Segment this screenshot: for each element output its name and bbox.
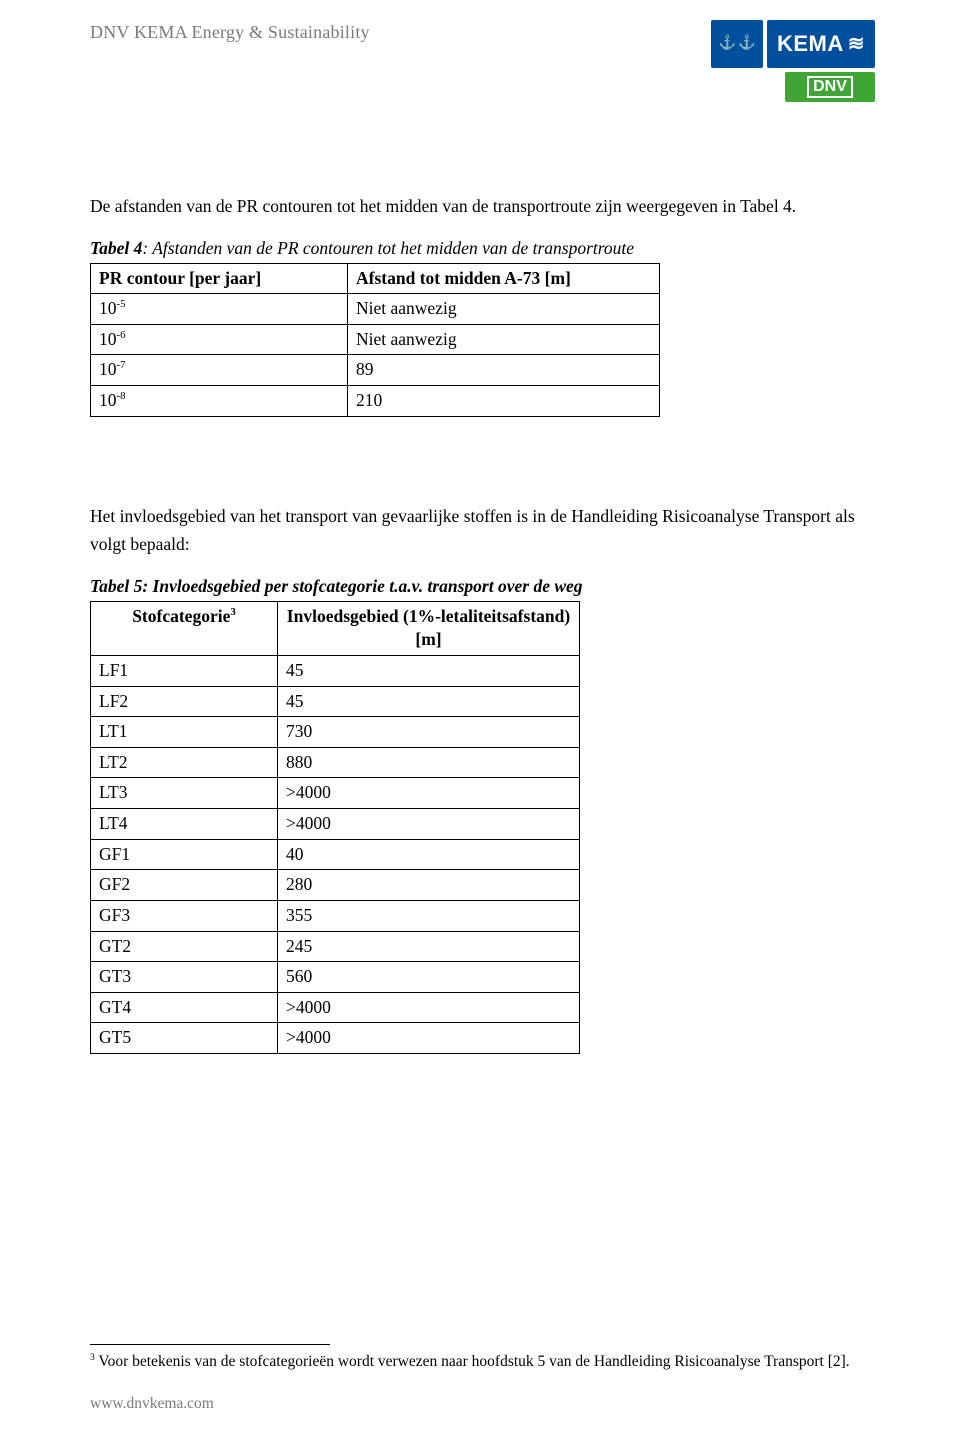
table-row: LT4>4000	[91, 809, 580, 840]
header-logos: ⚓⚓ KEMA≋ DNV	[711, 20, 875, 102]
footnote: 3 Voor betekenis van de stofcategorieën …	[90, 1351, 875, 1373]
kema-logo: ⚓⚓ KEMA≋	[711, 20, 875, 68]
kema-anchor-icon: ⚓⚓	[711, 20, 763, 68]
table5-caption: Tabel 5: Invloedsgebied per stofcategori…	[90, 576, 875, 597]
intro-paragraph: De afstanden van de PR contouren tot het…	[90, 192, 875, 220]
table-row: GT3560	[91, 962, 580, 993]
footnote-rule	[90, 1344, 330, 1345]
kema-wave-icon: ≋	[848, 20, 865, 68]
table-row: GT4>4000	[91, 992, 580, 1023]
mid-paragraph: Het invloedsgebied van het transport van…	[90, 502, 875, 558]
table4-col1-header: PR contour [per jaar]	[91, 263, 348, 294]
table-row: 10-8210	[91, 386, 660, 417]
table4-col2-header: Afstand tot midden A-73 [m]	[348, 263, 660, 294]
table-row: LF145	[91, 655, 580, 686]
table-row: GF2280	[91, 870, 580, 901]
header-org-name: DNV KEMA Energy & Sustainability	[90, 20, 370, 43]
footer-url: www.dnvkema.com	[90, 1395, 214, 1413]
table-row: 10-6Niet aanwezig	[91, 324, 660, 355]
page: DNV KEMA Energy & Sustainability ⚓⚓ KEMA…	[0, 0, 960, 1433]
kema-text: KEMA≋	[767, 20, 875, 68]
table-row: LT2880	[91, 747, 580, 778]
table4-caption: Tabel 4: Afstanden van de PR contouren t…	[90, 238, 875, 259]
table-row: GT5>4000	[91, 1023, 580, 1054]
table-row: 10-5Niet aanwezig	[91, 294, 660, 325]
table-row: LF245	[91, 686, 580, 717]
dnv-logo: DNV	[785, 72, 875, 102]
table5-col2-header: Invloedsgebied (1%-letaliteitsafstand) […	[278, 601, 580, 655]
table-row: GF140	[91, 839, 580, 870]
table5-col1-header: Stofcategorie3	[91, 601, 278, 655]
table5: Stofcategorie3 Invloedsgebied (1%-letali…	[90, 601, 580, 1054]
table-row: GT2245	[91, 931, 580, 962]
header: DNV KEMA Energy & Sustainability ⚓⚓ KEMA…	[90, 20, 875, 102]
table-row: 10-789	[91, 355, 660, 386]
table-row: LT1730	[91, 717, 580, 748]
table4: PR contour [per jaar] Afstand tot midden…	[90, 263, 660, 417]
table-row: LT3>4000	[91, 778, 580, 809]
table-row: GF3355	[91, 900, 580, 931]
